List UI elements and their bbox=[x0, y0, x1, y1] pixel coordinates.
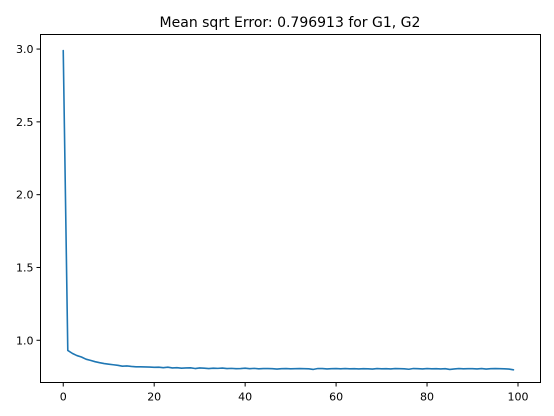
x-tick-label: 100 bbox=[507, 391, 528, 404]
x-axis: 0 20 40 60 80 100 bbox=[60, 382, 528, 404]
x-tick-label: 0 bbox=[60, 391, 67, 404]
y-tick-label: 1.0 bbox=[16, 334, 34, 347]
axes-frame bbox=[40, 34, 541, 383]
chart-title: Mean sqrt Error: 0.796913 for G1, G2 bbox=[160, 15, 421, 31]
x-tick-label: 80 bbox=[420, 391, 434, 404]
y-tick-label: 2.5 bbox=[16, 116, 34, 129]
y-tick-label: 2.0 bbox=[16, 189, 34, 202]
y-axis: 1.0 1.5 2.0 2.5 3.0 bbox=[16, 43, 41, 347]
x-tick-label: 20 bbox=[147, 391, 161, 404]
y-tick-label: 3.0 bbox=[16, 43, 34, 56]
x-tick-label: 60 bbox=[329, 391, 343, 404]
plot-area bbox=[62, 49, 515, 371]
series-line-0 bbox=[62, 49, 515, 371]
x-tick-label: 40 bbox=[238, 391, 252, 404]
y-tick-label: 1.5 bbox=[16, 261, 34, 274]
